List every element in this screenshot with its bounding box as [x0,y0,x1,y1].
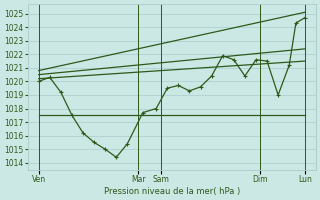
X-axis label: Pression niveau de la mer( hPa ): Pression niveau de la mer( hPa ) [104,187,240,196]
